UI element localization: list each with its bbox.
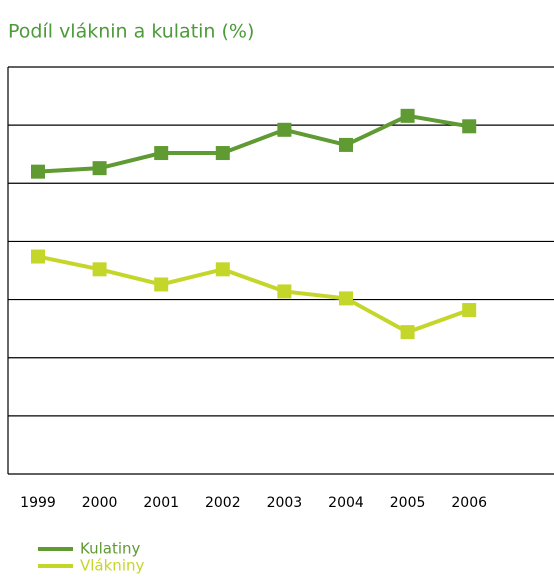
point — [339, 291, 353, 306]
x-tick-label: 1999 — [20, 495, 56, 511]
x-tick-label: 2003 — [267, 495, 303, 511]
point — [92, 161, 107, 176]
point — [31, 164, 45, 179]
x-tick-label: 2002 — [205, 495, 241, 511]
x-tick-label: 2000 — [82, 495, 118, 511]
legend-label: Vlákniny — [80, 557, 144, 575]
x-tick-label: 2005 — [390, 495, 426, 511]
point — [31, 249, 45, 264]
point — [154, 277, 169, 292]
point — [462, 119, 477, 134]
x-tick-label: 2006 — [451, 495, 487, 511]
point — [400, 325, 415, 340]
series-line — [37, 254, 470, 335]
x-tick-label: 2001 — [143, 495, 179, 511]
chart-title: Podíl vláknin a kulatin (%) — [8, 21, 254, 43]
point — [215, 146, 230, 161]
point — [400, 108, 415, 123]
point — [215, 262, 230, 277]
point — [462, 303, 477, 318]
point — [154, 146, 169, 161]
series-line — [37, 113, 470, 174]
x-tick-label: 2004 — [328, 495, 364, 511]
point — [92, 262, 107, 277]
point — [277, 122, 292, 137]
point — [339, 137, 353, 152]
point — [277, 284, 292, 299]
legend-label: Kulatiny — [80, 540, 141, 558]
